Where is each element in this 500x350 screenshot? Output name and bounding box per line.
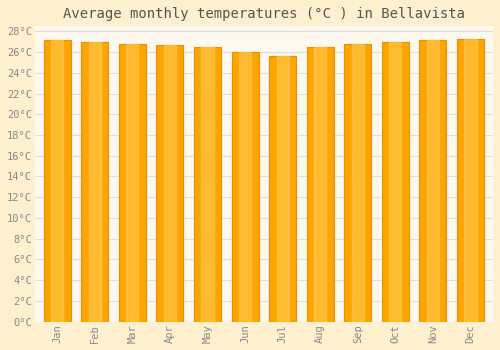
Bar [119, 44, 146, 322]
Bar [306, 47, 334, 322]
Bar [202, 47, 213, 322]
Bar [239, 52, 251, 322]
Bar [269, 56, 296, 322]
Bar [276, 56, 289, 322]
Bar [427, 40, 439, 322]
Bar [420, 40, 446, 322]
Bar [464, 39, 476, 322]
Bar [126, 44, 138, 322]
Bar [352, 44, 364, 322]
Bar [232, 52, 258, 322]
Bar [156, 45, 184, 322]
Bar [82, 42, 108, 322]
Bar [164, 45, 176, 322]
Bar [44, 40, 71, 322]
Title: Average monthly temperatures (°C ) in Bellavista: Average monthly temperatures (°C ) in Be… [63, 7, 465, 21]
Bar [382, 42, 409, 322]
Bar [344, 44, 372, 322]
Bar [457, 39, 484, 322]
Bar [51, 40, 64, 322]
Bar [88, 42, 101, 322]
Bar [314, 47, 326, 322]
Bar [194, 47, 221, 322]
Bar [390, 42, 402, 322]
